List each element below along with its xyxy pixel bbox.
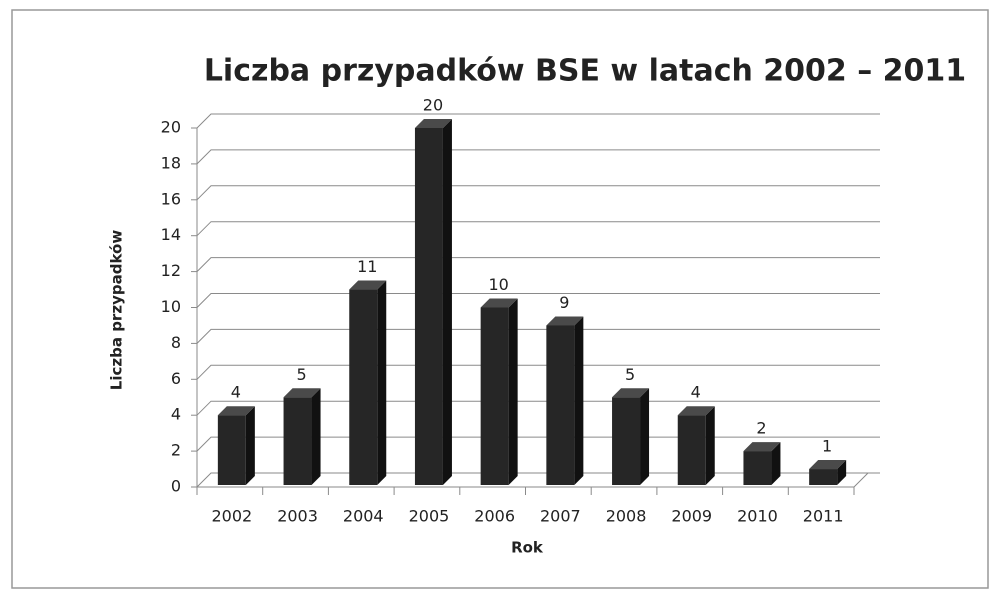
x-tick-label: 2007	[540, 507, 581, 526]
bar-side	[837, 460, 847, 485]
bar-top	[809, 460, 847, 470]
bar-side	[705, 406, 715, 485]
bar-front	[414, 128, 443, 485]
bar-front	[743, 451, 772, 485]
y-tick-label: 16	[161, 189, 181, 208]
bar-front	[809, 469, 838, 485]
value-label: 4	[231, 383, 241, 402]
value-label: 10	[488, 275, 508, 294]
chart-title: Liczba przypadków BSE w latach 2002 – 20…	[204, 54, 966, 89]
x-tick-label: 2005	[409, 507, 450, 526]
value-label: 20	[423, 96, 443, 115]
bar-top	[217, 406, 255, 416]
bar-front	[349, 289, 378, 485]
grid-line	[196, 257, 880, 272]
y-tick-label: 12	[161, 261, 181, 280]
bar-front	[546, 325, 575, 485]
grid-line	[196, 436, 880, 452]
x-tick-label: 2011	[803, 507, 844, 526]
x-tick-label: 2010	[737, 507, 778, 526]
bar	[217, 406, 255, 485]
x-tick-label: 2004	[343, 507, 384, 526]
y-tick-label: 2	[171, 441, 181, 460]
y-tick-label: 8	[171, 333, 181, 352]
bar-front	[612, 397, 641, 485]
bar-top	[677, 406, 715, 416]
y-tick-label: 4	[171, 405, 181, 424]
bar-side	[311, 388, 321, 485]
bar-side	[377, 280, 387, 485]
grid-line	[196, 364, 880, 380]
x-tick-label: 2003	[277, 507, 318, 526]
bar-front	[480, 307, 509, 485]
grid-line	[196, 293, 880, 308]
bar-front	[283, 397, 312, 485]
bar	[612, 388, 650, 485]
bar-top	[414, 119, 452, 128]
bar	[480, 298, 518, 485]
value-label: 11	[357, 257, 377, 276]
bar-top	[743, 442, 781, 452]
bar	[283, 388, 321, 485]
bar-top	[283, 388, 321, 398]
grid-line	[196, 185, 880, 201]
grid-line	[196, 149, 880, 165]
value-label: 2	[756, 419, 766, 438]
y-tick-label: 18	[161, 153, 181, 172]
bar	[677, 406, 715, 485]
bar-top	[612, 388, 650, 398]
bar	[743, 442, 781, 485]
y-tick-label: 10	[161, 297, 181, 316]
bar	[349, 280, 387, 485]
bar-top	[546, 316, 584, 326]
value-label: 5	[625, 365, 635, 384]
bar-front	[677, 415, 706, 485]
bar-side	[771, 442, 781, 485]
y-axis-label: Liczba przypadków	[108, 230, 126, 391]
bar	[546, 316, 584, 485]
bar-top	[480, 298, 518, 308]
grid-line	[196, 400, 880, 416]
value-label: 4	[691, 383, 701, 402]
y-tick-label: 14	[161, 225, 181, 244]
y-tick-label: 20	[161, 118, 181, 137]
x-tick-label: 2006	[474, 507, 515, 526]
y-tick-label: 0	[171, 477, 181, 496]
value-label: 1	[822, 437, 832, 456]
y-tick-label: 6	[171, 369, 181, 388]
x-axis-label: Rok	[511, 539, 544, 557]
bar	[809, 460, 847, 485]
bar-side	[508, 298, 518, 485]
bar-side	[442, 119, 452, 485]
grid-line	[196, 472, 880, 488]
bar-top	[349, 280, 387, 290]
value-label: 5	[296, 365, 306, 384]
grid-line	[196, 113, 880, 129]
x-tick-label: 2008	[606, 507, 647, 526]
x-tick-label: 2002	[211, 507, 252, 526]
value-label: 9	[559, 293, 569, 312]
grid-line	[196, 328, 880, 344]
bar-side	[640, 388, 650, 485]
grid-line	[196, 221, 880, 237]
bar-front	[217, 415, 246, 485]
bar-side	[245, 406, 255, 485]
x-tick-label: 2009	[671, 507, 712, 526]
bar	[414, 119, 452, 485]
bar-side	[574, 316, 584, 485]
